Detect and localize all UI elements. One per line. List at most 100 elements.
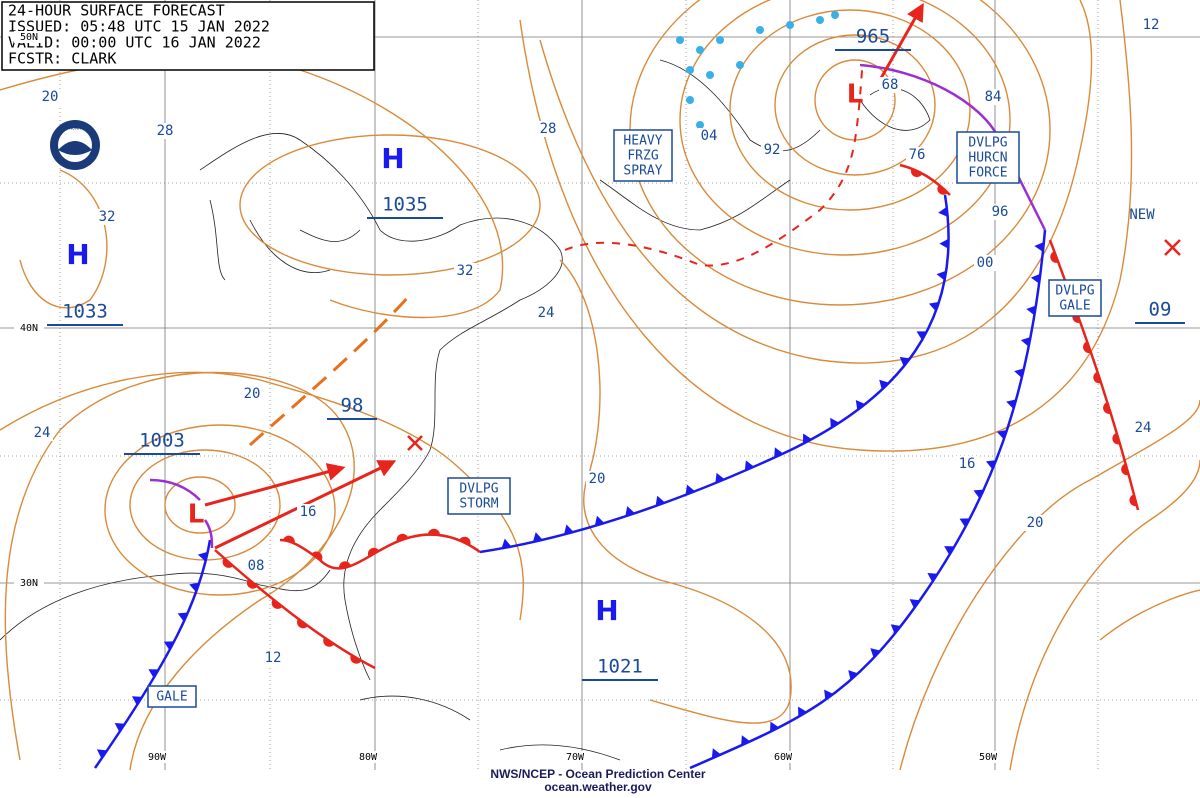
triangle [899,356,910,367]
latitude-label: 50N [20,32,38,43]
triangle [830,417,840,429]
triangle [928,301,940,312]
cold-front-triangle [916,331,927,341]
cold-front-triangle [927,572,938,583]
semicircle [1112,432,1121,445]
semicircle [1083,341,1092,354]
triangle [594,515,605,526]
header-line: ISSUED: 05:48 UTC 15 JAN 2022 [8,18,270,36]
cold-front-triangle [939,238,949,249]
isobar-label-bg [454,263,476,279]
cold-front-triangle [909,599,920,609]
triangle [879,379,890,390]
isobar-label: 12 [265,650,282,666]
triangle [770,721,779,732]
isobar-label: 16 [959,456,976,472]
header-line: VALID: 00:00 UTC 16 JAN 2022 [8,34,261,52]
latitude-label: 40N [20,323,38,334]
isobar-label-bg [1140,17,1162,33]
cold-front-triangle [685,484,695,495]
cold-front-triangle [594,515,605,526]
isobar-label-bg [879,77,901,93]
lon-label-bg [973,751,1003,763]
warm-front-bump [323,637,335,647]
warning-text: DVLPG [968,136,1007,151]
warning-box [147,685,197,708]
longitude-label: 90W [148,752,167,763]
center-symbol: H [381,142,404,175]
warm-front-bump [271,599,283,609]
center-pressure: 1021 [597,656,643,678]
triangle [1020,336,1031,347]
triangle [1034,241,1044,252]
semicircle [1050,251,1059,263]
cold-front-triangle [655,495,666,506]
semicircle [1129,494,1137,507]
spray-dots [676,11,839,129]
warm-front-bump [1103,402,1111,414]
warm-front-bump [1083,341,1092,354]
cold-front-triangle [532,532,543,543]
cold-front-triangle [711,748,721,759]
semicircle [1103,402,1111,414]
cold-front-triangle [741,735,751,746]
cold-front-triangle [959,518,970,528]
longitude-label: 80W [359,752,378,763]
isobar-label-bg [698,128,720,144]
center-symbol: L [188,500,205,530]
triangle [114,722,125,733]
triangle [774,447,784,458]
triangle [996,429,1007,440]
isobar-label: 08 [248,558,265,574]
isobar-label: 24 [1135,420,1152,436]
ice-edge [564,69,863,267]
cold-front-triangle [715,472,725,484]
warm-front-bump [1093,371,1102,384]
isobar-label-bg [154,123,176,139]
warning-text: FRZG [627,149,658,164]
center-symbol: H [595,594,618,627]
isobar-label: 76 [909,147,926,163]
warning-box [447,477,511,515]
isobar-label-bg [297,504,319,520]
triangle [985,460,997,470]
warning-text: HEAVY [623,134,662,149]
header-line: FCSTR: CLARK [8,50,116,68]
cold-front-triangle [890,624,901,634]
isobar-label: 04 [701,128,718,144]
warning-text: SPRAY [623,164,662,179]
triangle [959,518,970,528]
logo-text: NOAA [69,126,81,132]
isobar-label: 24 [34,425,51,441]
warning-text: DVLPG [459,482,498,497]
isobar-label: 16 [300,504,317,520]
isobar-label: 20 [244,386,261,402]
isobar-label: 24 [538,305,555,321]
cold-front-triangle [936,270,947,281]
triangle [625,506,635,517]
cold-front-triangle [985,460,997,470]
center-pressure: 1003 [139,430,185,452]
footer-line: NWS/NCEP - Ocean Prediction Center [490,767,705,781]
isobar-label-bg [989,204,1011,220]
cold-front-triangle [996,429,1007,440]
triangle [944,546,955,556]
semicircle [297,618,308,629]
isobar-label-bg [96,209,118,225]
triangle [741,735,751,746]
center-pressure: 965 [856,26,890,48]
isobar-label: 84 [985,89,1002,105]
center-markers [407,239,1181,451]
semicircle [283,535,295,544]
semicircle [427,528,440,536]
triangle [916,331,927,341]
cold-front-triangle [189,582,200,593]
isobar-label: 68 [882,77,899,93]
longitude-label: 70W [566,752,585,763]
warning-text: GALE [1059,299,1090,314]
cold-front-triangle [928,301,940,312]
isobar-label-bg [245,558,267,574]
warm-front-bump [367,547,380,557]
